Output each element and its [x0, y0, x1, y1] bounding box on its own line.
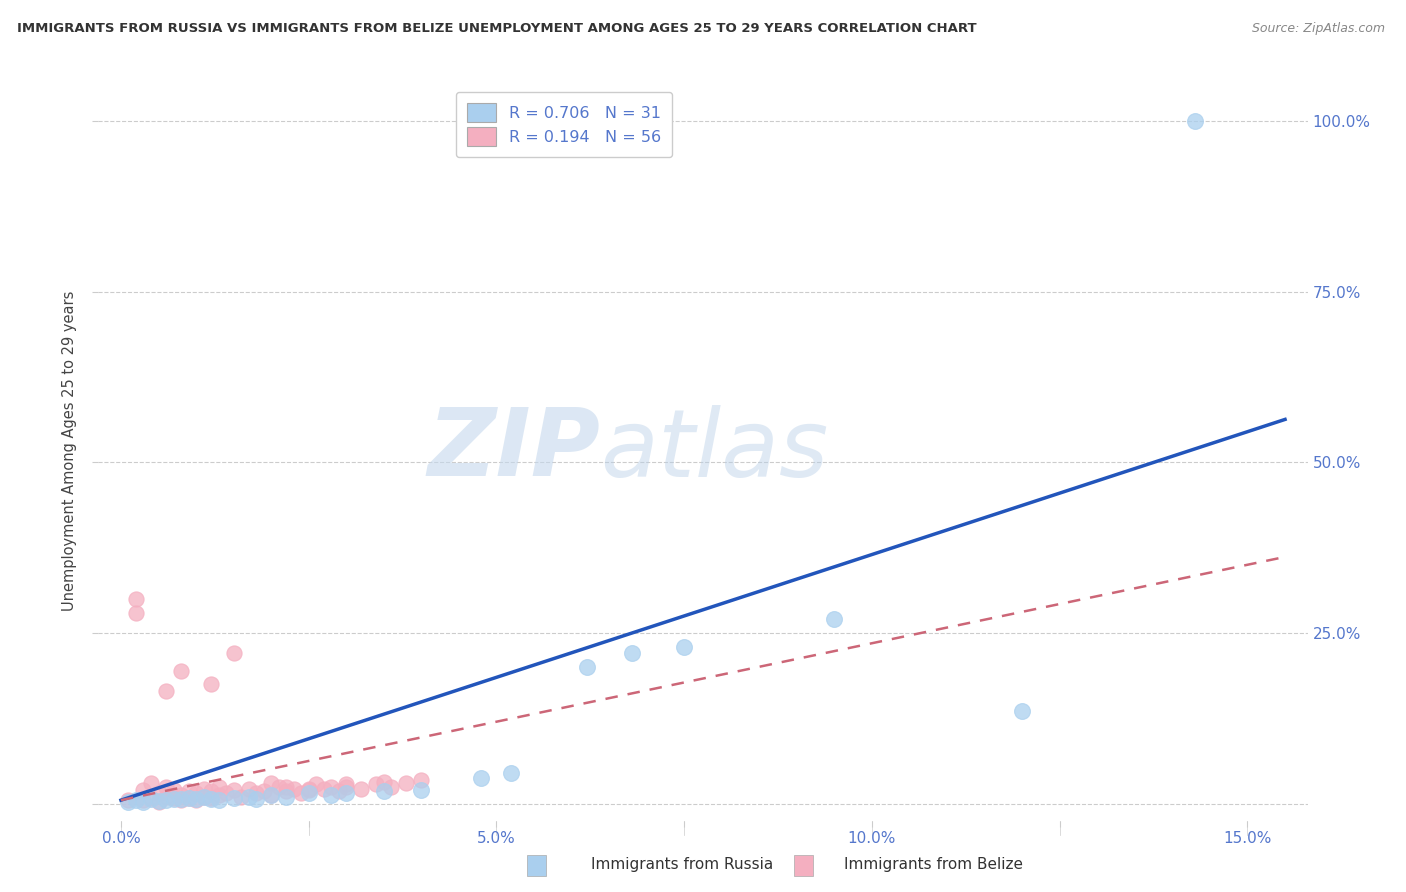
- Point: [366, 777, 388, 791]
- Point: [200, 791, 222, 805]
- Point: [148, 786, 170, 800]
- Point: [1184, 114, 1206, 128]
- Point: [298, 786, 321, 800]
- Text: atlas: atlas: [600, 405, 828, 496]
- Point: [170, 793, 193, 807]
- Point: [117, 793, 139, 807]
- Point: [148, 794, 170, 808]
- Point: [276, 780, 298, 794]
- Point: [207, 789, 229, 803]
- Point: [305, 777, 328, 791]
- Point: [380, 780, 402, 794]
- Point: [177, 784, 200, 798]
- Point: [155, 780, 177, 794]
- Point: [170, 792, 193, 806]
- Point: [321, 780, 343, 794]
- Point: [193, 781, 215, 796]
- Point: [125, 793, 148, 807]
- Point: [501, 765, 523, 780]
- Text: Immigrants from Russia: Immigrants from Russia: [591, 857, 773, 872]
- Point: [290, 786, 312, 800]
- Text: Immigrants from Belize: Immigrants from Belize: [844, 857, 1022, 872]
- Point: [620, 647, 643, 661]
- Point: [170, 664, 193, 678]
- Point: [155, 789, 177, 804]
- Point: [155, 684, 177, 698]
- Point: [215, 786, 238, 800]
- Point: [139, 792, 162, 806]
- Point: [238, 781, 260, 796]
- Point: [1011, 705, 1033, 719]
- Point: [222, 647, 245, 661]
- Point: [267, 780, 290, 794]
- Point: [184, 793, 207, 807]
- Point: [184, 792, 207, 806]
- Point: [222, 783, 245, 797]
- Point: [260, 789, 283, 803]
- Point: [335, 786, 357, 800]
- Point: [200, 792, 222, 806]
- Text: ZIP: ZIP: [427, 404, 600, 497]
- Point: [162, 792, 184, 806]
- Point: [125, 591, 148, 606]
- Point: [207, 793, 229, 807]
- Point: [170, 789, 193, 803]
- Point: [298, 783, 321, 797]
- Point: [222, 791, 245, 805]
- Point: [395, 776, 418, 790]
- Point: [148, 795, 170, 809]
- Point: [139, 776, 162, 790]
- Point: [283, 781, 305, 796]
- Point: [155, 793, 177, 807]
- Point: [162, 783, 184, 797]
- Point: [260, 789, 283, 803]
- Point: [125, 606, 148, 620]
- Point: [276, 784, 298, 798]
- Point: [260, 776, 283, 790]
- Point: [177, 791, 200, 805]
- Point: [207, 780, 229, 794]
- Point: [411, 783, 433, 797]
- Point: [350, 781, 373, 796]
- Y-axis label: Unemployment Among Ages 25 to 29 years: Unemployment Among Ages 25 to 29 years: [62, 290, 77, 611]
- Point: [132, 795, 155, 809]
- Point: [117, 795, 139, 809]
- Point: [373, 784, 395, 798]
- Point: [328, 784, 350, 798]
- Point: [177, 791, 200, 805]
- Point: [373, 774, 395, 789]
- Text: Source: ZipAtlas.com: Source: ZipAtlas.com: [1251, 22, 1385, 36]
- Point: [200, 677, 222, 691]
- Point: [823, 612, 845, 626]
- Point: [335, 780, 357, 794]
- Point: [673, 640, 696, 654]
- Point: [193, 789, 215, 804]
- Point: [470, 771, 492, 785]
- Point: [298, 781, 321, 796]
- Point: [184, 786, 207, 800]
- Point: [312, 781, 335, 796]
- Point: [411, 772, 433, 787]
- Point: [245, 786, 267, 800]
- Point: [139, 791, 162, 805]
- Point: [162, 791, 184, 805]
- Point: [245, 792, 267, 806]
- Legend: R = 0.706   N = 31, R = 0.194   N = 56: R = 0.706 N = 31, R = 0.194 N = 56: [456, 92, 672, 157]
- Point: [200, 784, 222, 798]
- Point: [575, 660, 598, 674]
- Point: [253, 784, 276, 798]
- Point: [132, 783, 155, 797]
- Point: [193, 790, 215, 805]
- Point: [335, 777, 357, 791]
- Point: [229, 789, 252, 804]
- Text: IMMIGRANTS FROM RUSSIA VS IMMIGRANTS FROM BELIZE UNEMPLOYMENT AMONG AGES 25 TO 2: IMMIGRANTS FROM RUSSIA VS IMMIGRANTS FRO…: [17, 22, 977, 36]
- Point: [238, 789, 260, 804]
- Point: [321, 789, 343, 803]
- Point: [276, 789, 298, 804]
- Point: [132, 793, 155, 807]
